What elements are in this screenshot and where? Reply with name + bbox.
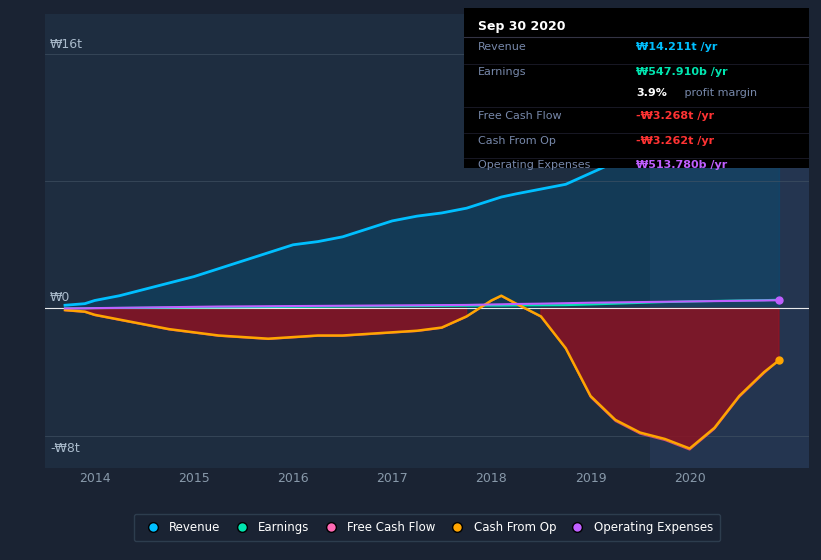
Text: Revenue: Revenue [478,42,526,52]
Legend: Revenue, Earnings, Free Cash Flow, Cash From Op, Operating Expenses: Revenue, Earnings, Free Cash Flow, Cash … [134,514,720,541]
Text: -₩8t: -₩8t [50,442,80,455]
Text: ₩14.211t /yr: ₩14.211t /yr [636,42,718,52]
Text: Earnings: Earnings [478,67,526,77]
Text: profit margin: profit margin [681,88,757,98]
Text: -₩3.262t /yr: -₩3.262t /yr [636,136,714,146]
Text: 3.9%: 3.9% [636,88,667,98]
Bar [650,14,809,468]
Text: Free Cash Flow: Free Cash Flow [478,110,562,120]
Text: ₩16t: ₩16t [50,38,83,50]
Text: ₩513.780b /yr: ₩513.780b /yr [636,160,727,170]
Text: -₩3.268t /yr: -₩3.268t /yr [636,110,714,120]
Text: Sep 30 2020: Sep 30 2020 [478,20,565,32]
Text: Operating Expenses: Operating Expenses [478,160,590,170]
Text: ₩547.910b /yr: ₩547.910b /yr [636,67,728,77]
Text: Cash From Op: Cash From Op [478,136,556,146]
Text: ₩0: ₩0 [50,291,71,304]
